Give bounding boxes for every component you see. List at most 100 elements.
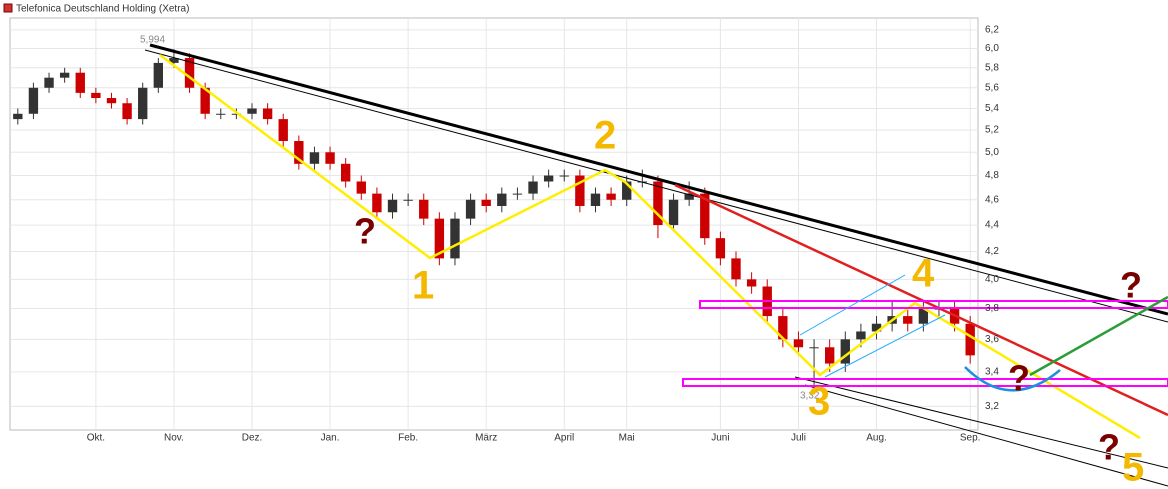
x-tick-label: Dez. [242, 433, 263, 444]
wave-label: 1 [412, 264, 434, 308]
candle-body [465, 199, 476, 219]
candle-body [91, 92, 101, 99]
candle-body [512, 193, 523, 195]
candle-body [965, 323, 975, 356]
candle-body [793, 339, 804, 348]
y-tick-label: 4,8 [985, 170, 999, 181]
x-tick-label: Nov. [164, 433, 184, 444]
candle-body [684, 193, 694, 200]
x-tick-label: Aug. [866, 433, 887, 444]
candle-body [918, 308, 929, 324]
candle-body [13, 113, 23, 120]
y-tick-label: 3,4 [985, 367, 999, 378]
candle-body [278, 119, 288, 142]
legend-swatch [3, 3, 13, 13]
candle-body [700, 193, 710, 239]
x-tick-label: Jan. [321, 433, 340, 444]
candle-body [262, 108, 273, 120]
x-tick-label: Feb. [398, 433, 418, 444]
candle-body [419, 199, 429, 219]
candle-body [184, 58, 195, 88]
y-tick-label: 6,0 [985, 43, 999, 54]
candle-body [590, 193, 601, 206]
candle-body [715, 238, 726, 259]
candle-body [138, 87, 148, 120]
y-tick-label: 4,6 [985, 194, 999, 205]
candle-body [450, 218, 460, 259]
candle-body [231, 113, 242, 115]
candle-body [746, 279, 757, 287]
candle-body [216, 113, 226, 115]
candle-body [653, 181, 663, 226]
candle-body [75, 72, 85, 93]
candle-body [153, 62, 164, 88]
y-tick-label: 5,0 [985, 147, 999, 158]
drawings [144, 43, 1168, 487]
candle-body [606, 193, 616, 200]
candle-body [200, 87, 210, 114]
y-tick-label: 3,2 [985, 401, 999, 412]
y-tick-label: 4,4 [985, 220, 999, 231]
candle-body [340, 163, 351, 182]
candle-body [575, 175, 585, 206]
candle-body [44, 77, 54, 88]
x-tick-label: Juni [711, 433, 729, 444]
candle-body [372, 193, 382, 213]
candle-body [169, 58, 179, 63]
candle-body [903, 316, 913, 324]
candle-body [59, 72, 70, 78]
candle-body [434, 218, 445, 259]
candle-body [528, 181, 538, 194]
y-tick-label: 5,2 [985, 125, 999, 136]
y-tick-label: 4,0 [985, 274, 999, 285]
candle-body [840, 339, 850, 364]
candle-body [403, 199, 413, 201]
candle-body [559, 175, 569, 177]
x-tick-label: Sep. [960, 433, 981, 444]
plot-frame [9, 17, 979, 431]
wave-label: 3 [808, 380, 830, 424]
candle-body [778, 316, 788, 340]
x-tick-label: April [554, 433, 574, 444]
candle-body [481, 199, 491, 206]
x-tick-label: Juli [791, 433, 806, 444]
candle-body [871, 323, 882, 332]
candle-body [28, 87, 39, 114]
candle-body [856, 331, 866, 340]
candle-body [106, 98, 117, 104]
candle-body [809, 347, 819, 349]
candle-body [497, 193, 507, 206]
y-tick-label: 5,6 [985, 82, 999, 93]
candle-body [122, 103, 132, 120]
price-label: 3,32 [800, 391, 820, 402]
candle-body [247, 108, 257, 114]
candle-body [294, 141, 304, 164]
chart-title: Telefonica Deutschland Holding (Xetra) [16, 4, 189, 15]
price-label: 5,994 [140, 35, 165, 46]
question-mark: ? [354, 211, 376, 252]
candle-body [731, 258, 741, 280]
question-mark: ? [1120, 265, 1142, 306]
x-tick-label: Okt. [87, 433, 105, 444]
y-tick-label: 5,4 [985, 103, 999, 114]
y-tick-label: 6,2 [985, 24, 999, 35]
y-tick-label: 3,8 [985, 303, 999, 314]
candle-body [356, 181, 366, 194]
candle-body [824, 347, 835, 364]
candle-body [543, 175, 554, 182]
y-tick-label: 4,2 [985, 246, 999, 257]
candle-body [622, 181, 632, 200]
candle-body [325, 152, 335, 164]
y-tick-label: 3,6 [985, 334, 999, 345]
question-mark: ? [1098, 427, 1120, 468]
x-tick-label: Mai [619, 433, 635, 444]
candle-body [309, 152, 320, 164]
wave-label: 5 [1122, 446, 1144, 489]
question-mark: ? [1008, 358, 1030, 399]
candle-body [668, 199, 679, 226]
wave-label: 4 [912, 252, 935, 296]
wave-label: 2 [594, 114, 616, 158]
y-tick-label: 5,8 [985, 62, 999, 73]
x-tick-label: März [475, 433, 497, 444]
